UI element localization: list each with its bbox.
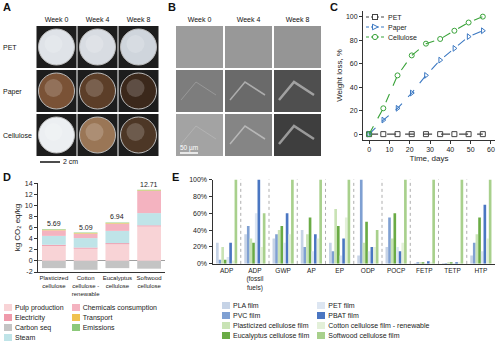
html-text:Transport: Transport xyxy=(82,313,113,321)
html-text:Eucalyptus cellulose film: Eucalyptus cellulose film xyxy=(233,331,310,339)
svg-text:2 cm: 2 cm xyxy=(63,158,78,165)
html-text:PET: PET xyxy=(388,13,402,21)
svg-text:TETP: TETP xyxy=(444,267,461,274)
svg-text:10: 10 xyxy=(386,146,394,153)
svg-text:60%: 60% xyxy=(193,210,207,217)
svg-text:0: 0 xyxy=(367,146,371,153)
svg-text:0%: 0% xyxy=(197,260,207,267)
svg-text:Week 0: Week 0 xyxy=(188,16,212,23)
svg-text:50 µm: 50 µm xyxy=(180,144,198,152)
svg-text:6.94: 6.94 xyxy=(110,213,124,220)
svg-text:E: E xyxy=(172,171,179,183)
svg-text:14: 14 xyxy=(25,180,33,187)
svg-text:80%: 80% xyxy=(193,193,207,200)
svg-text:60: 60 xyxy=(487,146,495,153)
svg-text:8: 8 xyxy=(29,213,33,220)
svg-text:5.69: 5.69 xyxy=(47,220,61,227)
html-text:Paper: Paper xyxy=(388,23,407,31)
svg-text:-2: -2 xyxy=(26,268,32,275)
svg-text:Week 4: Week 4 xyxy=(86,16,110,23)
svg-text:6: 6 xyxy=(29,224,33,231)
svg-text:ODP: ODP xyxy=(361,267,375,274)
svg-text:A: A xyxy=(3,1,11,13)
svg-text:40%: 40% xyxy=(193,227,207,234)
html-text:Plasticized cellulose film: Plasticized cellulose film xyxy=(233,321,309,329)
svg-text:PET: PET xyxy=(3,44,17,51)
html-text:PET film: PET film xyxy=(328,301,355,309)
svg-text:Cellulose: Cellulose xyxy=(3,132,32,139)
svg-text:20%: 20% xyxy=(193,243,207,250)
svg-text:2: 2 xyxy=(29,246,33,253)
svg-text:0: 0 xyxy=(354,131,358,138)
svg-text:60: 60 xyxy=(350,60,358,67)
svg-text:Week 0: Week 0 xyxy=(45,16,69,23)
svg-text:Week 8: Week 8 xyxy=(286,16,310,23)
svg-text:20: 20 xyxy=(350,107,358,114)
svg-text:EP: EP xyxy=(335,267,344,274)
svg-text:20: 20 xyxy=(406,146,414,153)
svg-text:Plasticizedcellulose: Plasticizedcellulose xyxy=(40,275,69,289)
svg-text:ADP(fossilfuels): ADP(fossilfuels) xyxy=(246,267,264,292)
svg-text:C: C xyxy=(330,1,338,13)
svg-text:B: B xyxy=(168,1,176,13)
svg-text:AP: AP xyxy=(307,267,316,274)
html-text:Softwood cellulose film: Softwood cellulose film xyxy=(328,331,400,339)
svg-text:HTP: HTP xyxy=(474,267,487,274)
svg-text:40: 40 xyxy=(350,84,358,91)
html-text:Cotton cellulose film - renewa: Cotton cellulose film - renewable xyxy=(328,321,430,329)
html-text:Steam: Steam xyxy=(15,333,36,341)
svg-text:POCP: POCP xyxy=(387,267,405,274)
svg-text:100%: 100% xyxy=(189,176,207,183)
svg-text:0: 0 xyxy=(29,257,33,264)
svg-text:Cottoncellulose -renewable: Cottoncellulose -renewable xyxy=(72,275,100,297)
html-text:Electricity: Electricity xyxy=(15,313,45,321)
svg-text:Week 8: Week 8 xyxy=(127,16,151,23)
svg-text:30: 30 xyxy=(426,146,434,153)
svg-text:40: 40 xyxy=(446,146,454,153)
html-text:PLA film: PLA film xyxy=(233,301,259,309)
svg-text:5.09: 5.09 xyxy=(79,224,93,231)
html-text:Chemicals consumption: Chemicals consumption xyxy=(82,303,157,311)
html-text:Pulp production: Pulp production xyxy=(15,303,64,311)
svg-text:D: D xyxy=(3,171,11,183)
svg-text:kg CO₂ eq/kg: kg CO₂ eq/kg xyxy=(14,204,23,252)
svg-text:Eucalyptuscellulose: Eucalyptuscellulose xyxy=(103,275,132,289)
html-text:Cellulose: Cellulose xyxy=(388,33,417,41)
html-text:Carbon seq: Carbon seq xyxy=(15,323,52,331)
svg-text:80: 80 xyxy=(350,37,358,44)
svg-text:100: 100 xyxy=(346,13,358,20)
html-text:PVC film: PVC film xyxy=(233,311,261,319)
svg-text:Weight loss, %: Weight loss, % xyxy=(335,49,344,102)
svg-text:Week 4: Week 4 xyxy=(237,16,261,23)
svg-text:10: 10 xyxy=(25,202,33,209)
svg-text:Softwoodcellulose: Softwoodcellulose xyxy=(137,275,162,289)
svg-text:4: 4 xyxy=(29,235,33,242)
svg-text:Paper: Paper xyxy=(3,88,22,96)
svg-text:GWP: GWP xyxy=(275,267,291,274)
svg-text:FETP: FETP xyxy=(416,267,433,274)
svg-text:12.71: 12.71 xyxy=(140,181,158,188)
html-text:PBAT film: PBAT film xyxy=(328,311,359,319)
svg-text:12: 12 xyxy=(25,191,33,198)
html-text:Emissions: Emissions xyxy=(82,323,115,331)
svg-text:Time, days: Time, days xyxy=(410,154,449,163)
svg-text:50: 50 xyxy=(467,146,475,153)
svg-text:ADP: ADP xyxy=(220,267,233,274)
